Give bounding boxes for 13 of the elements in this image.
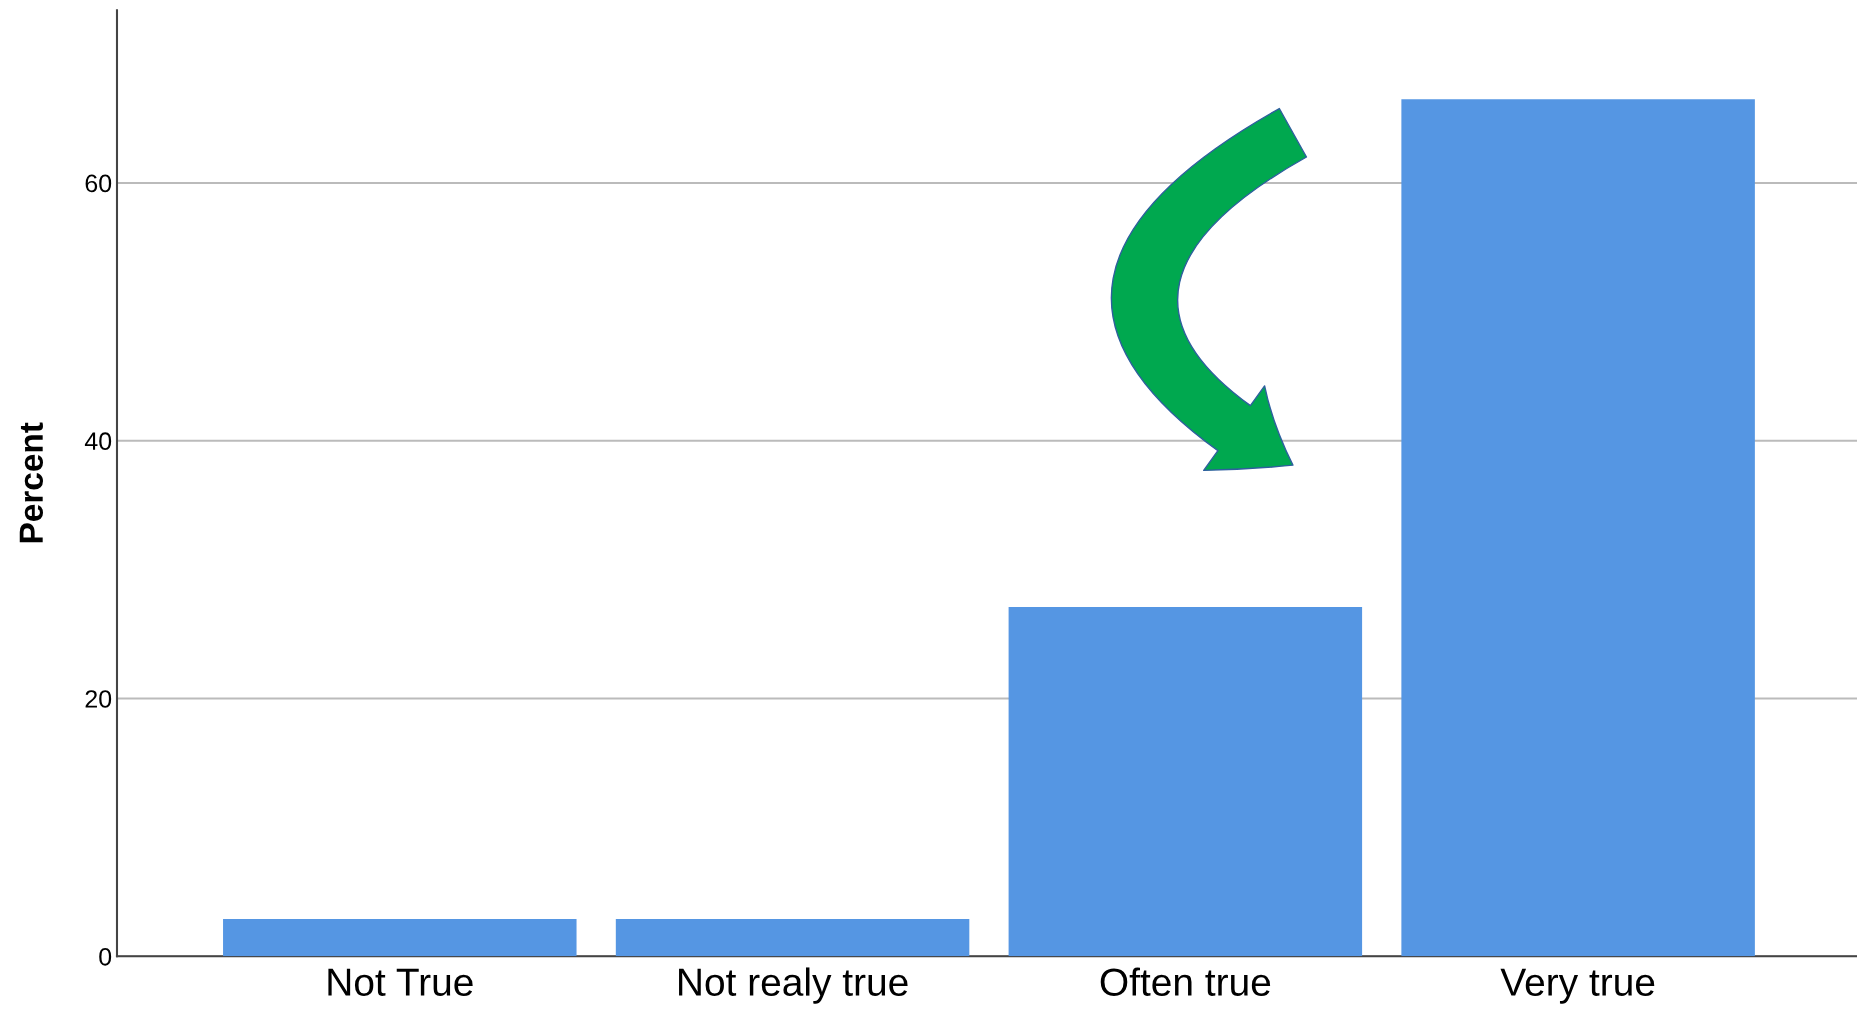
y-tick-label: 20	[85, 690, 112, 708]
x-tick-label: Very true	[1500, 968, 1655, 1004]
y-tick-label: 0	[99, 947, 112, 966]
x-tick-label: Not realy true	[679, 967, 908, 1004]
x-tick-label: Not True	[328, 968, 473, 996]
bar	[615, 918, 970, 957]
y-axis-title: Percent	[19, 422, 44, 543]
x-tick-label: Often true	[1100, 967, 1271, 996]
bar	[1008, 607, 1363, 957]
y-tick-label: 40	[84, 432, 112, 451]
y-tick-label: 60	[85, 174, 112, 193]
bar	[1401, 99, 1755, 957]
bar	[223, 918, 577, 957]
